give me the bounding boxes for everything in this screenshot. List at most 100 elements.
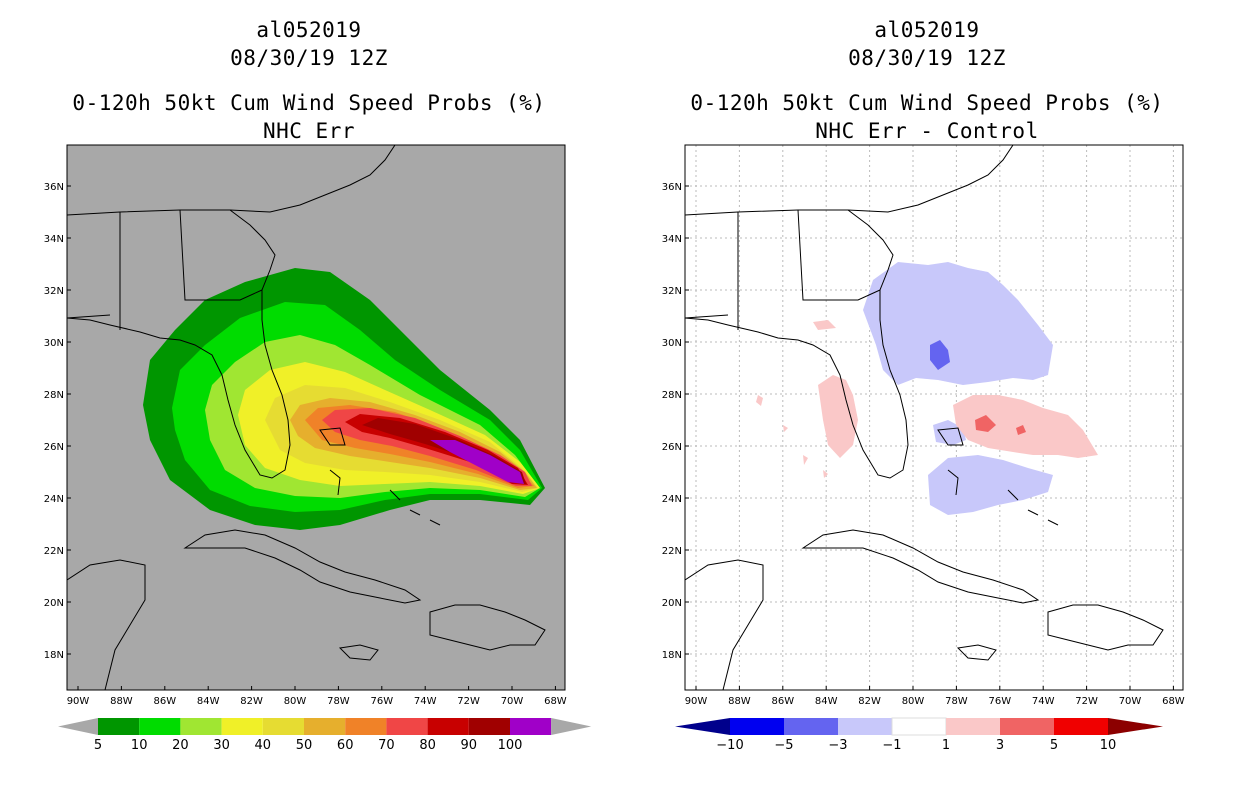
colorbar-label: 5 bbox=[1050, 738, 1058, 753]
lon-label: 74W bbox=[1032, 696, 1055, 707]
lon-label: 72W bbox=[457, 696, 480, 707]
lat-label: 24N bbox=[44, 494, 64, 505]
lat-label: 28N bbox=[44, 390, 64, 401]
lon-label: 74W bbox=[414, 696, 437, 707]
subtitle: NHC Err bbox=[262, 119, 355, 143]
difference-map: 36N 34N 32N 30N 28N 26N 24N 22N 20N 18N 90W 88W 86W 8… bbox=[662, 144, 1185, 753]
colorbar-label: 1 bbox=[942, 738, 950, 753]
lon-label: 82W bbox=[858, 696, 881, 707]
lon-label: 70W bbox=[1119, 696, 1142, 707]
map-background bbox=[685, 145, 1183, 690]
us-east-coast bbox=[67, 145, 396, 216]
colorbar-label: 70 bbox=[378, 738, 395, 753]
colorbar-box bbox=[427, 718, 469, 735]
colorbar-arrow-high bbox=[1108, 718, 1163, 735]
contour-100 bbox=[430, 440, 524, 484]
lat-label: 20N bbox=[662, 598, 682, 609]
lat-label: 34N bbox=[662, 234, 682, 245]
axis-labels: 36N 34N 32N 30N 28N 26N 24N 22N 20N 18N 90W 88W 86W 8… bbox=[44, 182, 567, 707]
negative-area-south bbox=[928, 455, 1053, 515]
product-title: 0-120h 50kt Cum Wind Speed Probs (%) bbox=[690, 91, 1164, 115]
lon-label: 80W bbox=[284, 696, 307, 707]
colorbar-box bbox=[345, 718, 387, 735]
lat-label: 22N bbox=[44, 546, 64, 557]
us-east-coast bbox=[685, 145, 1014, 216]
colorbar: 5 10 20 30 40 50 60 70 80 90 100 bbox=[58, 718, 592, 753]
lon-label: 90W bbox=[67, 696, 90, 707]
colorbar-label: −1 bbox=[882, 738, 901, 753]
product-title: 0-120h 50kt Cum Wind Speed Probs (%) bbox=[72, 91, 546, 115]
lon-label: 76W bbox=[370, 696, 393, 707]
colorbar-box bbox=[1054, 718, 1108, 735]
lat-label: 30N bbox=[44, 338, 64, 349]
probability-contours bbox=[143, 268, 545, 530]
jamaica bbox=[956, 644, 997, 661]
subtitle: NHC Err - Control bbox=[815, 119, 1039, 143]
left-map-panel: al052019 08/30/19 12Z 0-120h 50kt Cum Wi… bbox=[44, 18, 592, 753]
wind-probability-map: 36N 34N 32N 30N 28N 26N 24N 22N 20N 18N 90W 88W 86W 8… bbox=[44, 144, 592, 753]
colorbar-box bbox=[386, 718, 428, 735]
colorbar-box bbox=[730, 718, 784, 735]
colorbar-box bbox=[304, 718, 346, 735]
lat-label: 26N bbox=[44, 442, 64, 453]
grid-lines bbox=[685, 145, 1183, 690]
lon-label: 68W bbox=[1162, 696, 1185, 707]
colorbar-label: 60 bbox=[337, 738, 354, 753]
bahamas bbox=[319, 427, 441, 526]
negative-area-core bbox=[930, 340, 950, 370]
colorbar: −10 −5 −3 −1 1 3 5 10 bbox=[675, 717, 1163, 753]
lat-label: 36N bbox=[44, 182, 64, 193]
coastlines bbox=[67, 145, 546, 690]
lat-label: 34N bbox=[44, 234, 64, 245]
lon-label: 76W bbox=[988, 696, 1011, 707]
lon-label: 88W bbox=[728, 696, 751, 707]
lon-label: 84W bbox=[197, 696, 220, 707]
colorbar-label: 40 bbox=[255, 738, 272, 753]
lon-label: 88W bbox=[110, 696, 133, 707]
lon-label: 82W bbox=[240, 696, 263, 707]
lon-label: 70W bbox=[501, 696, 524, 707]
colorbar-box bbox=[838, 718, 892, 735]
colorbar-box bbox=[468, 718, 510, 735]
lon-label: 78W bbox=[945, 696, 968, 707]
lon-label: 78W bbox=[327, 696, 350, 707]
lon-label: 72W bbox=[1075, 696, 1098, 707]
colorbar-arrow-high bbox=[551, 718, 592, 735]
lat-label: 32N bbox=[44, 286, 64, 297]
colorbar-label: 90 bbox=[461, 738, 478, 753]
colorbar-label: 5 bbox=[94, 738, 102, 753]
colorbar-box bbox=[262, 718, 304, 735]
colorbar-label: 80 bbox=[419, 738, 436, 753]
lon-label: 86W bbox=[771, 696, 794, 707]
colorbar-box bbox=[510, 718, 552, 735]
lat-label: 36N bbox=[662, 182, 682, 193]
lat-label: 30N bbox=[662, 338, 682, 349]
cuba bbox=[183, 529, 422, 604]
colorbar-box bbox=[891, 717, 947, 736]
yucatan bbox=[685, 559, 764, 690]
colorbar-arrow-low bbox=[675, 718, 730, 735]
cuba bbox=[801, 529, 1040, 604]
colorbar-box bbox=[98, 718, 140, 735]
lat-label: 28N bbox=[662, 390, 682, 401]
hispaniola bbox=[429, 604, 546, 651]
hispaniola bbox=[1047, 604, 1164, 651]
carolina-coast bbox=[67, 209, 291, 479]
right-map-panel: al052019 08/30/19 12Z 0-120h 50kt Cum Wi… bbox=[618, 0, 1236, 800]
colorbar-label: 3 bbox=[996, 738, 1004, 753]
colorbar-label: 100 bbox=[498, 738, 523, 753]
lat-label: 26N bbox=[662, 442, 682, 453]
storm-id-title: al052019 bbox=[256, 18, 362, 42]
colorbar-box bbox=[784, 718, 838, 735]
datetime-title: 08/30/19 12Z bbox=[230, 46, 388, 70]
colorbar-arrow-low bbox=[58, 718, 98, 735]
jamaica bbox=[338, 644, 379, 661]
lat-label: 18N bbox=[44, 650, 64, 661]
colorbar-label: −5 bbox=[774, 738, 793, 753]
bahamas bbox=[937, 427, 1059, 526]
colorbar-label: 30 bbox=[213, 738, 230, 753]
colorbar-box bbox=[946, 718, 1000, 735]
positive-area-west bbox=[818, 375, 858, 458]
lon-label: 84W bbox=[815, 696, 838, 707]
lon-label: 80W bbox=[902, 696, 925, 707]
